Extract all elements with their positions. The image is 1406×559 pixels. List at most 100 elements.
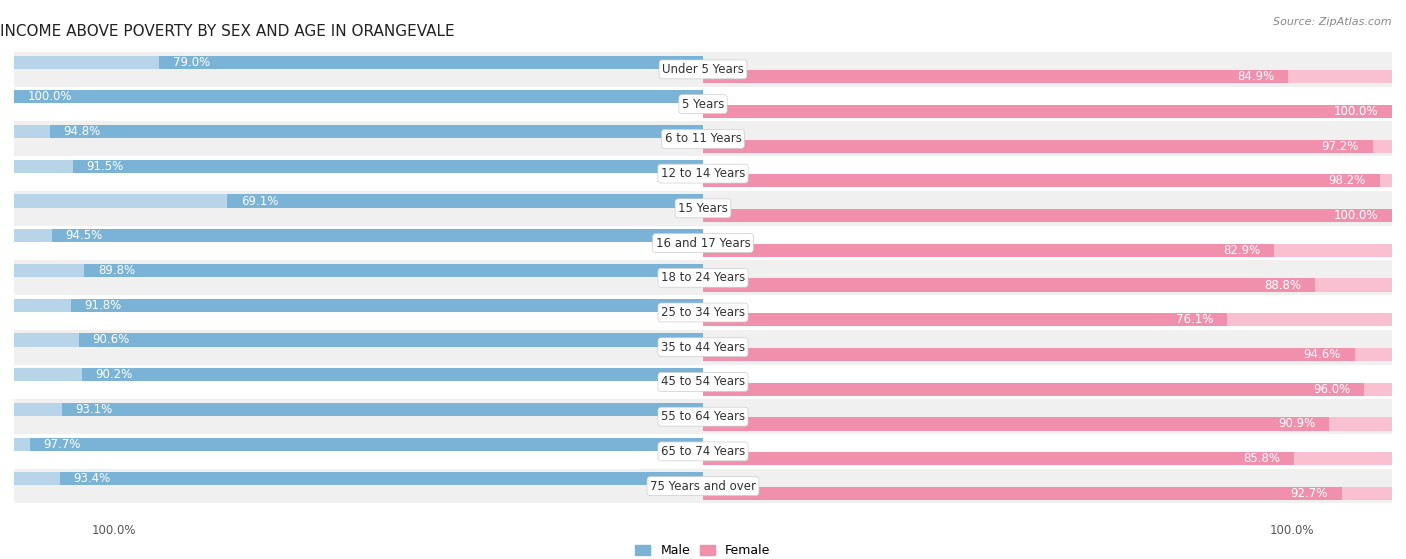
Bar (14, 226, 1392, 260)
Text: 100.0%: 100.0% (91, 524, 136, 537)
Bar (82, 368, 703, 381)
Text: 84.9%: 84.9% (1237, 70, 1274, 83)
Bar (703, 278, 1392, 292)
Bar (703, 452, 1294, 465)
Text: 12 to 14 Years: 12 to 14 Years (661, 167, 745, 180)
Text: 100.0%: 100.0% (1270, 524, 1315, 537)
Text: 90.2%: 90.2% (96, 368, 132, 381)
Bar (73, 160, 703, 173)
Text: 76.1%: 76.1% (1177, 313, 1213, 326)
Text: 16 and 17 Years: 16 and 17 Years (655, 236, 751, 249)
Text: 89.8%: 89.8% (98, 264, 135, 277)
Text: 97.2%: 97.2% (1322, 140, 1358, 153)
Bar (14, 90, 703, 103)
Bar (14, 260, 1392, 295)
Bar (703, 487, 1341, 500)
Bar (703, 452, 1392, 465)
Bar (14, 121, 1392, 156)
Bar (703, 140, 1392, 153)
Text: 15 Years: 15 Years (678, 202, 728, 215)
Bar (14, 125, 703, 138)
Text: 98.2%: 98.2% (1329, 174, 1365, 187)
Bar (30, 438, 703, 451)
Bar (14, 403, 703, 416)
Text: 90.9%: 90.9% (1278, 418, 1316, 430)
Bar (79, 333, 703, 347)
Text: 5 Years: 5 Years (682, 98, 724, 111)
Bar (703, 244, 1274, 257)
Bar (703, 418, 1329, 430)
Text: 94.6%: 94.6% (1303, 348, 1341, 361)
Bar (703, 174, 1392, 187)
Bar (703, 383, 1364, 396)
Text: 91.8%: 91.8% (84, 299, 121, 312)
Text: 94.5%: 94.5% (66, 229, 103, 242)
Bar (159, 55, 703, 69)
Text: 92.7%: 92.7% (1291, 487, 1327, 500)
Text: 79.0%: 79.0% (173, 55, 209, 69)
Bar (59, 472, 703, 485)
Text: 90.6%: 90.6% (93, 333, 129, 347)
Bar (14, 295, 1392, 330)
Bar (14, 299, 703, 312)
Bar (14, 160, 703, 173)
Text: Under 5 Years: Under 5 Years (662, 63, 744, 76)
Bar (703, 105, 1392, 118)
Bar (14, 333, 703, 347)
Legend: Male, Female: Male, Female (630, 539, 776, 559)
Bar (62, 403, 703, 416)
Bar (84, 264, 703, 277)
Text: 6 to 11 Years: 6 to 11 Years (665, 132, 741, 145)
Bar (14, 191, 1392, 226)
Bar (14, 330, 1392, 364)
Bar (14, 399, 1392, 434)
Bar (703, 105, 1392, 118)
Text: 25 to 34 Years: 25 to 34 Years (661, 306, 745, 319)
Text: 65 to 74 Years: 65 to 74 Years (661, 445, 745, 458)
Text: 18 to 24 Years: 18 to 24 Years (661, 271, 745, 285)
Bar (703, 313, 1392, 326)
Bar (14, 52, 1392, 87)
Bar (14, 364, 1392, 399)
Text: 88.8%: 88.8% (1264, 278, 1301, 292)
Bar (70, 299, 703, 312)
Text: 96.0%: 96.0% (1313, 383, 1351, 396)
Bar (703, 348, 1355, 361)
Text: 97.7%: 97.7% (44, 438, 82, 451)
Text: 93.1%: 93.1% (76, 403, 112, 416)
Bar (703, 487, 1392, 500)
Bar (703, 383, 1392, 396)
Text: INCOME ABOVE POVERTY BY SEX AND AGE IN ORANGEVALE: INCOME ABOVE POVERTY BY SEX AND AGE IN O… (0, 25, 456, 40)
Bar (14, 195, 703, 207)
Bar (226, 195, 703, 207)
Text: 55 to 64 Years: 55 to 64 Years (661, 410, 745, 423)
Text: 35 to 44 Years: 35 to 44 Years (661, 341, 745, 354)
Bar (14, 90, 703, 103)
Bar (14, 264, 703, 277)
Bar (14, 87, 1392, 121)
Bar (14, 229, 703, 243)
Bar (703, 70, 1392, 83)
Bar (14, 472, 703, 485)
Text: 94.8%: 94.8% (63, 125, 101, 138)
Bar (49, 125, 703, 138)
Bar (703, 209, 1392, 222)
Text: 82.9%: 82.9% (1223, 244, 1260, 257)
Bar (14, 55, 703, 69)
Text: Source: ZipAtlas.com: Source: ZipAtlas.com (1274, 17, 1392, 27)
Bar (703, 174, 1379, 187)
Text: 85.8%: 85.8% (1243, 452, 1281, 465)
Text: 100.0%: 100.0% (28, 91, 72, 103)
Text: 75 Years and over: 75 Years and over (650, 480, 756, 492)
Bar (703, 209, 1392, 222)
Text: 100.0%: 100.0% (1334, 105, 1378, 118)
Bar (52, 229, 703, 243)
Bar (14, 156, 1392, 191)
Bar (703, 70, 1288, 83)
Bar (14, 434, 1392, 469)
Text: 100.0%: 100.0% (1334, 209, 1378, 222)
Text: 91.5%: 91.5% (86, 160, 124, 173)
Text: 45 to 54 Years: 45 to 54 Years (661, 376, 745, 389)
Bar (14, 438, 703, 451)
Bar (14, 368, 703, 381)
